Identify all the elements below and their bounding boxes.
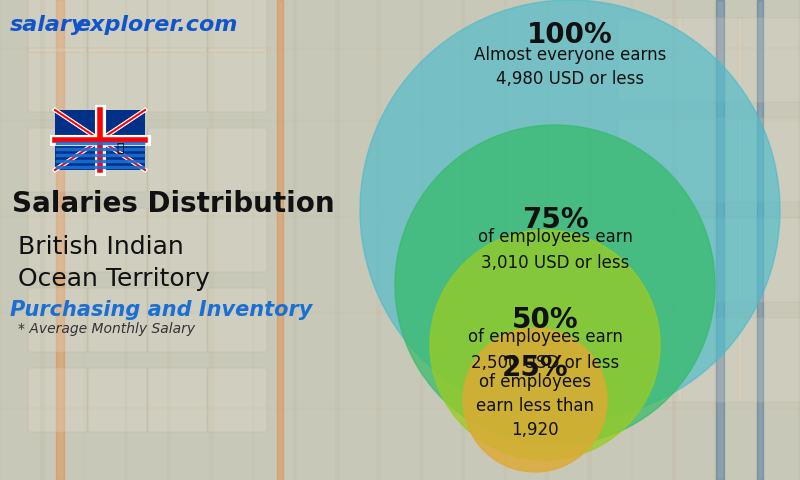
Text: 🌴: 🌴: [116, 143, 123, 156]
Text: * Average Monthly Salary: * Average Monthly Salary: [18, 322, 195, 336]
FancyBboxPatch shape: [148, 288, 207, 352]
Text: of employees
earn less than
1,920: of employees earn less than 1,920: [476, 373, 594, 439]
Bar: [716, 0, 724, 480]
Bar: [55, 110, 145, 170]
FancyBboxPatch shape: [678, 118, 742, 202]
FancyBboxPatch shape: [618, 18, 682, 102]
Circle shape: [395, 125, 715, 445]
Text: Salaries Distribution: Salaries Distribution: [12, 190, 334, 218]
FancyBboxPatch shape: [88, 128, 147, 192]
Text: Purchasing and Inventory: Purchasing and Inventory: [10, 300, 312, 320]
FancyBboxPatch shape: [618, 218, 682, 302]
Text: explorer.com: explorer.com: [75, 15, 238, 35]
Bar: [277, 0, 283, 480]
FancyBboxPatch shape: [28, 288, 87, 352]
FancyBboxPatch shape: [208, 0, 267, 52]
Text: Almost everyone earns
4,980 USD or less: Almost everyone earns 4,980 USD or less: [474, 46, 666, 88]
FancyBboxPatch shape: [88, 0, 147, 52]
Circle shape: [463, 328, 607, 472]
FancyBboxPatch shape: [678, 218, 742, 302]
Bar: [56, 0, 64, 480]
FancyBboxPatch shape: [28, 48, 87, 112]
FancyBboxPatch shape: [208, 208, 267, 272]
FancyBboxPatch shape: [148, 128, 207, 192]
FancyBboxPatch shape: [28, 208, 87, 272]
FancyBboxPatch shape: [618, 118, 682, 202]
Circle shape: [360, 0, 780, 420]
FancyBboxPatch shape: [28, 368, 87, 432]
Bar: [757, 0, 763, 480]
Text: salary: salary: [10, 15, 86, 35]
FancyBboxPatch shape: [618, 318, 682, 402]
FancyBboxPatch shape: [208, 368, 267, 432]
Text: 25%: 25%: [502, 354, 568, 382]
FancyBboxPatch shape: [88, 288, 147, 352]
FancyBboxPatch shape: [678, 18, 742, 102]
Circle shape: [430, 230, 660, 460]
FancyBboxPatch shape: [148, 368, 207, 432]
Text: 75%: 75%: [522, 206, 588, 234]
FancyBboxPatch shape: [148, 208, 207, 272]
FancyBboxPatch shape: [208, 48, 267, 112]
FancyBboxPatch shape: [88, 48, 147, 112]
Text: 100%: 100%: [527, 21, 613, 49]
FancyBboxPatch shape: [28, 128, 87, 192]
FancyBboxPatch shape: [28, 0, 87, 52]
FancyBboxPatch shape: [88, 368, 147, 432]
Text: of employees earn
3,010 USD or less: of employees earn 3,010 USD or less: [478, 228, 633, 272]
FancyBboxPatch shape: [208, 128, 267, 192]
Text: British Indian
Ocean Territory: British Indian Ocean Territory: [18, 235, 210, 290]
FancyBboxPatch shape: [738, 318, 800, 402]
FancyBboxPatch shape: [738, 118, 800, 202]
Text: 50%: 50%: [512, 306, 578, 334]
FancyBboxPatch shape: [738, 18, 800, 102]
Text: of employees earn
2,500 USD or less: of employees earn 2,500 USD or less: [467, 328, 622, 372]
FancyBboxPatch shape: [738, 218, 800, 302]
FancyBboxPatch shape: [148, 0, 207, 52]
FancyBboxPatch shape: [678, 318, 742, 402]
FancyBboxPatch shape: [148, 48, 207, 112]
FancyBboxPatch shape: [88, 208, 147, 272]
FancyBboxPatch shape: [208, 288, 267, 352]
